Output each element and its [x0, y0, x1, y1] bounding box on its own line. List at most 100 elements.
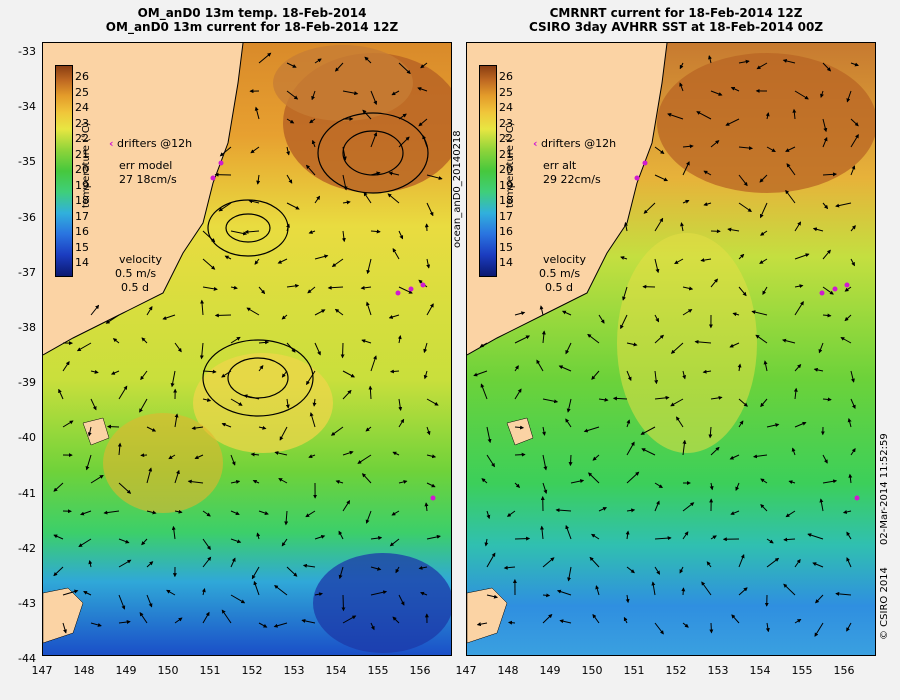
current-vector-arrow	[314, 342, 321, 356]
right-map-panel: 26 25 24 23 22 21 20 19 18 17 16 15 14 temperature (…	[466, 42, 876, 656]
current-vector-arrow	[759, 258, 768, 264]
right-drifters-label: drifters @12h	[541, 137, 617, 150]
current-vector-arrow	[822, 202, 829, 210]
current-vector-arrow	[342, 615, 357, 624]
current-vector-arrow	[822, 397, 832, 402]
current-vector-arrow	[760, 230, 768, 236]
current-vector-arrow	[514, 335, 531, 344]
current-vector-arrow	[174, 617, 183, 624]
current-vector-arrow	[246, 307, 260, 316]
generated-date-label: 02-Mar-2014 11:52:59	[879, 433, 890, 545]
current-vector-arrow	[62, 361, 70, 372]
current-vector-arrow	[486, 552, 496, 568]
current-vector-arrow	[794, 421, 807, 428]
current-vector-arrow	[335, 479, 344, 484]
current-vector-arrow	[623, 616, 628, 624]
current-vector-arrow	[62, 420, 74, 428]
current-vector-arrow	[679, 566, 684, 574]
current-vector-arrow	[844, 286, 852, 292]
current-vector-arrow	[146, 594, 153, 608]
current-vector-arrow	[700, 258, 712, 263]
current-vector-arrow	[174, 342, 182, 353]
current-vector-arrow	[731, 614, 740, 624]
current-vector-arrow	[622, 286, 628, 301]
current-vector-arrow	[224, 255, 232, 260]
current-vector-arrow	[311, 90, 316, 101]
colorbar-tick-label: 16	[75, 225, 89, 238]
current-vector-arrow	[258, 622, 268, 628]
current-vector-arrow	[417, 87, 428, 92]
current-vector-arrow	[118, 594, 126, 610]
right-drifters-legend: ‹ drifters @12h	[533, 137, 616, 151]
current-vector-arrow	[258, 510, 269, 515]
current-vector-arrow	[732, 312, 740, 317]
current-vector-arrow	[785, 146, 796, 152]
drifter-marker-icon: ‹	[533, 137, 538, 150]
current-vector-arrow	[587, 333, 600, 344]
left-title-line1: OM_anD0 13m temp. 18-Feb-2014	[137, 6, 367, 20]
current-vector-arrow	[342, 500, 351, 512]
current-vector-arrow	[365, 426, 372, 432]
current-vector-arrow	[286, 90, 299, 100]
current-vector-arrow	[253, 580, 260, 596]
current-vector-arrow	[794, 90, 809, 100]
current-vector-arrow	[738, 286, 747, 297]
current-vector-arrow	[626, 342, 638, 347]
current-vector-arrow	[682, 161, 690, 176]
current-vector-arrow	[254, 258, 260, 265]
current-vector-arrow	[392, 616, 400, 624]
current-vector-arrow	[738, 253, 745, 260]
current-vector-arrow	[281, 314, 288, 320]
current-vector-arrow	[423, 342, 428, 354]
current-vector-arrow	[146, 510, 157, 515]
current-vector-arrow	[342, 450, 354, 456]
current-vector-arrow	[696, 111, 712, 120]
current-vector-arrow	[118, 559, 132, 568]
current-vector-arrow	[674, 258, 684, 265]
current-vector-arrow	[90, 369, 99, 374]
current-vector-arrow	[850, 398, 856, 410]
current-vector-arrow	[370, 229, 381, 234]
current-vector-arrow	[286, 202, 300, 210]
current-vector-arrow	[813, 367, 824, 372]
current-vector-arrow	[426, 303, 434, 316]
current-vector-arrow	[314, 58, 322, 64]
left-err-values: 27 18cm/s	[119, 173, 177, 186]
current-vector-arrow	[285, 398, 290, 409]
right-colorbar-title: temperature (°C)	[505, 122, 516, 208]
lon-tick-label: 156	[409, 664, 431, 677]
current-vector-arrow	[398, 62, 411, 75]
colorbar-tick-label: 15	[75, 240, 89, 254]
current-vector-arrow	[682, 144, 694, 149]
lon-tick-label: 148	[497, 664, 519, 677]
current-vector-arrow	[794, 558, 801, 568]
lon-tick-label: 147	[455, 664, 477, 677]
current-vector-arrow	[398, 398, 403, 411]
current-vector-arrow	[738, 59, 750, 64]
current-vector-arrow	[140, 370, 148, 381]
left-eddy-streamlines	[202, 112, 429, 417]
current-vector-arrow	[694, 339, 712, 344]
lon-tick-label: 150	[581, 664, 603, 677]
current-vector-arrow	[191, 426, 204, 431]
current-vector-arrow	[542, 593, 551, 598]
current-vector-arrow	[365, 510, 372, 524]
current-vector-arrow	[214, 313, 232, 318]
left-velocity-legend: velocity 0.5 m/s 0.5 d	[105, 253, 162, 295]
lat-tick-label: -34	[18, 100, 36, 114]
current-vector-arrow	[654, 314, 660, 323]
left-map-panel: 26 25 24 23 22 21 20 19 18 17 16 15 14 temperature (…	[42, 42, 452, 656]
right-land-flinders	[506, 417, 534, 446]
current-vector-arrow	[561, 310, 572, 316]
current-vector-arrow	[141, 337, 148, 344]
current-vector-arrow	[598, 507, 608, 512]
current-vector-arrow	[420, 591, 428, 596]
current-vector-arrow	[794, 618, 802, 624]
current-vector-arrow	[822, 313, 832, 318]
current-vector-arrow	[363, 191, 372, 204]
colorbar-tick-label: 21	[75, 147, 89, 161]
current-vector-arrow	[314, 254, 329, 260]
right-colorbar	[479, 65, 497, 277]
current-vector-arrow	[844, 314, 852, 322]
current-vector-arrow	[88, 560, 93, 568]
